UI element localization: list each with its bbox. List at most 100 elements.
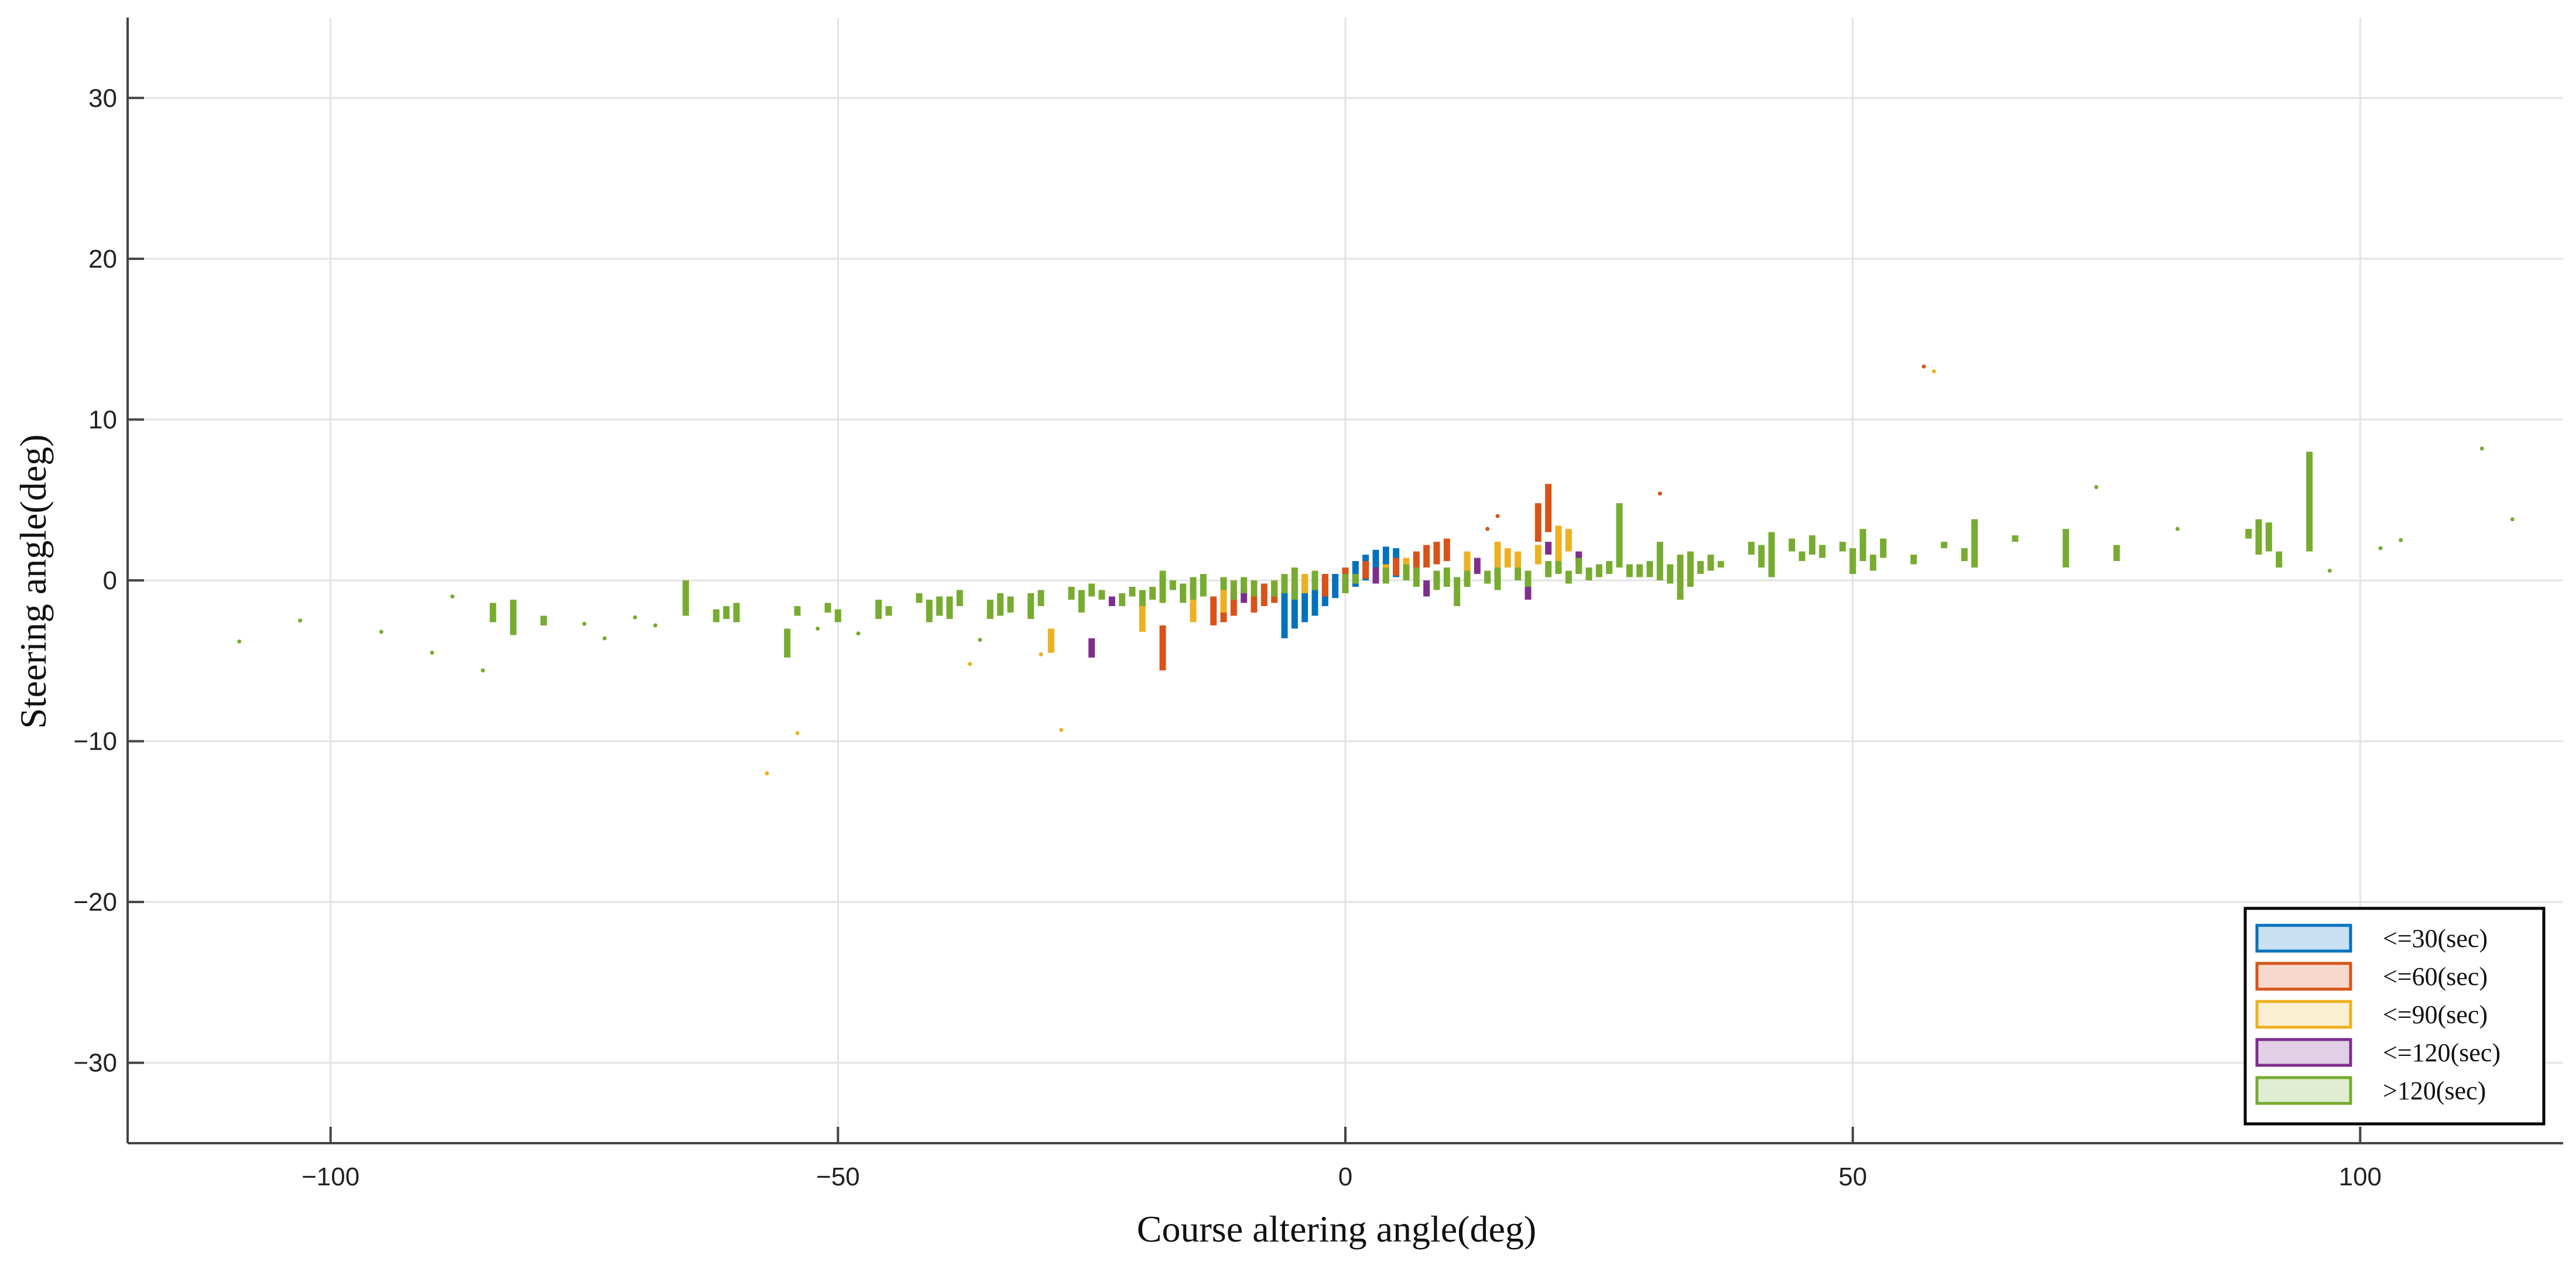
outlier-point [2327, 569, 2332, 573]
outlier-point [1931, 369, 1936, 374]
box-mark [1271, 580, 1278, 597]
y-tick-label: −10 [73, 727, 117, 756]
box-mark [1525, 570, 1532, 587]
outlier-point [2479, 446, 2484, 451]
box-mark [1545, 561, 1552, 577]
outlier-point [633, 615, 638, 620]
y-tick-label: 0 [103, 566, 117, 595]
box-mark [1687, 551, 1694, 587]
legend-label: <=60(sec) [2383, 962, 2488, 991]
outlier-point [298, 618, 303, 623]
box-mark [1748, 542, 1755, 555]
box-mark [1149, 586, 1156, 600]
outlier-point [450, 594, 455, 599]
box-mark [2063, 529, 2070, 568]
y-tick-label: 30 [88, 84, 117, 112]
outlier-point [2399, 538, 2403, 542]
x-tick-label: 0 [1338, 1163, 1352, 1191]
box-mark [1281, 574, 1288, 593]
box-mark [1362, 561, 1369, 579]
box-mark [1332, 574, 1339, 599]
box-mark [1616, 503, 1623, 568]
outlier-point [582, 621, 587, 626]
outlier-point [602, 636, 607, 641]
box-mark [1037, 590, 1044, 606]
legend-swatch [2255, 1038, 2352, 1067]
x-axis-label: Course altering angle(deg) [1137, 1208, 1536, 1250]
legend-swatch [2255, 1000, 2352, 1029]
box-mark [1910, 555, 1917, 565]
box-mark [1413, 567, 1420, 587]
outlier-point [765, 771, 769, 775]
box-mark [1291, 567, 1298, 600]
box-mark [1443, 567, 1450, 587]
legend-label: <=120(sec) [2383, 1038, 2500, 1067]
box-mark [784, 628, 791, 658]
box-mark [1443, 538, 1450, 562]
box-mark [1636, 564, 1643, 577]
outlier-point [1921, 364, 1926, 369]
box-mark [712, 609, 720, 623]
x-tick-label: −50 [816, 1163, 860, 1191]
box-mark [1047, 628, 1054, 653]
box-mark [1413, 551, 1420, 571]
box-mark [1515, 567, 1522, 580]
outlier-point [2175, 526, 2180, 531]
box-mark [1789, 538, 1796, 552]
box-mark [1474, 558, 1481, 575]
box-mark [1301, 574, 1308, 593]
box-mark [875, 599, 882, 619]
box-mark [1311, 580, 1318, 616]
box-mark [1626, 564, 1633, 577]
box-mark [682, 580, 689, 616]
box-mark [1454, 577, 1461, 606]
box-mark [2265, 522, 2272, 552]
box-mark [885, 606, 892, 616]
outlier-point [795, 731, 800, 736]
y-tick-label: −20 [73, 888, 117, 917]
outlier-point [978, 638, 982, 642]
legend-swatch [2255, 962, 2352, 991]
box-mark [1068, 586, 1075, 600]
box-mark [1342, 574, 1349, 593]
box-mark [733, 603, 740, 623]
outlier-point [856, 631, 861, 636]
box-mark [2276, 551, 2283, 568]
box-mark [1869, 555, 1876, 571]
box-mark [1799, 551, 1806, 562]
box-mark [1108, 596, 1115, 606]
box-mark [1423, 545, 1430, 568]
box-mark [1534, 545, 1542, 565]
box-mark [1859, 529, 1866, 562]
box-mark [1961, 548, 1968, 562]
box-mark [510, 599, 517, 635]
box-mark [1606, 561, 1613, 575]
box-mark [1464, 570, 1471, 587]
outlier-point [2510, 517, 2515, 522]
box-mark [1088, 583, 1095, 597]
box-mark [1007, 596, 1014, 613]
box-mark [1200, 574, 1207, 597]
box-mark [1311, 570, 1318, 590]
box-mark [2306, 452, 2313, 552]
box-mark [997, 593, 1004, 616]
outlier-point [2378, 546, 2383, 551]
box-mark [1352, 574, 1359, 584]
box-mark [1677, 555, 1684, 600]
box-mark [2012, 535, 2019, 542]
x-tick-label: 100 [2339, 1163, 2382, 1191]
plot-area-marks [237, 364, 2515, 775]
box-mark [489, 603, 496, 623]
y-tick-label: −30 [73, 1049, 117, 1078]
box-mark [1159, 570, 1166, 603]
y-tick-label: 20 [88, 245, 117, 273]
box-mark [824, 603, 831, 613]
outlier-point [1495, 514, 1500, 518]
box-mark [1433, 570, 1440, 590]
x-tick-label: −100 [302, 1163, 359, 1191]
box-mark [1575, 558, 1582, 575]
box-mark [956, 590, 963, 606]
box-mark [926, 599, 933, 623]
box-mark [1849, 548, 1856, 575]
